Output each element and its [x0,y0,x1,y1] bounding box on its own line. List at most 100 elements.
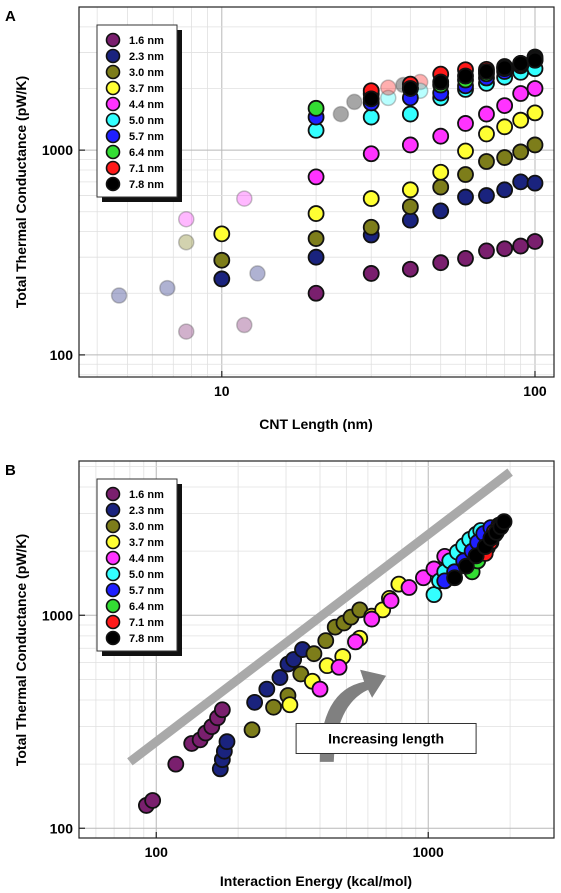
point-4-4-nm [400,579,418,596]
point-7-8-nm [496,59,514,77]
panel-a-ticks: 10 100 100 1000 [42,142,547,399]
panel-b: B Increasing length 100 1000 100 1000 1.6 n… [5,460,555,889]
faded-point-4-4-nm [177,210,195,228]
legend-marker-7-1-nm [105,614,121,630]
point-7-8-nm [457,67,474,85]
faded-point-5-0-nm [380,89,397,107]
point-3-7-nm [457,142,474,160]
point-4-4-nm [330,658,348,676]
point-2-3-nm [478,187,495,204]
point-1-6-nm [512,237,530,255]
faded-point-4-4-nm [236,190,253,207]
panel-b-x-axis-label: Interaction Energy (kcal/mol) [220,873,412,889]
legend-label: 5.7 nm [129,585,164,597]
point-3-0-nm [243,721,261,739]
legend-marker-3-0-nm [105,64,121,80]
point-5-0-nm [401,105,419,123]
point-4-4-nm [478,105,495,123]
panel-b-ticks: 100 1000 100 1000 [42,607,444,860]
panel-a-legend: 1.6 nm 2.3 nm 3.0 nm 3.7 nm 4.4 nm 5.0 nm 5.7 … [96,24,182,202]
point-3-0-nm [457,166,474,183]
legend-marker-3-7-nm [105,80,121,96]
point-3-7-nm [362,190,380,207]
panel-b-points [137,513,513,814]
y-tick-label: 100 [50,347,74,363]
point-7-8-nm [401,80,419,97]
point-4-4-nm [526,80,544,97]
legend-marker-2-3-nm [105,48,121,64]
point-4-4-nm [382,592,400,610]
legend-marker-1-6-nm [105,32,121,48]
legend-label: 2.3 nm [129,51,164,63]
legend-label: 2.3 nm [129,505,164,517]
point-3-7-nm [526,104,544,122]
legend-label: 4.4 nm [129,99,164,111]
panel-a-label: A [5,8,16,25]
point-7-8-nm [446,569,463,587]
point-2-3-nm [258,680,276,698]
increasing-length-box: Increasing length [295,722,477,754]
legend-marker-7-8-nm [105,176,121,192]
panel-a: A 10 100 100 1000 1.6 nm 2.3 nm 3.0 nm 3.7 nm 4… [5,6,555,432]
point-1-6-nm [496,240,514,258]
point-2-3-nm [432,202,450,220]
point-6-4-nm [307,99,325,117]
point-7-8-nm [526,51,544,69]
faded-point-2-3-nm [110,287,128,304]
point-3-7-nm [432,163,450,181]
point-4-4-nm [362,145,380,163]
point-2-3-nm [246,693,264,711]
faded-point-3-0-nm [177,233,195,251]
point-4-4-nm [415,569,432,587]
y-tick-label: 1000 [42,142,73,158]
legend-marker-2-3-nm [105,502,121,518]
legend-label: 7.1 nm [129,617,164,629]
legend-marker-7-1-nm [105,160,121,176]
point-3-0-nm [305,645,323,663]
point-1-6-nm [432,254,450,272]
legend-marker-5-7-nm [105,128,121,144]
faded-point-1-6-nm [236,316,253,334]
point-3-7-nm [281,696,299,714]
point-3-0-nm [265,698,282,716]
x-tick-label: 100 [145,844,169,860]
point-3-0-nm [401,198,419,215]
legend-marker-6-4-nm [105,598,121,614]
y-tick-label: 1000 [42,607,73,623]
point-4-4-nm [363,610,381,628]
legend-marker-6-4-nm [105,144,121,160]
point-3-0-nm [478,153,495,170]
point-3-7-nm [496,118,514,136]
y-tick-label: 100 [50,820,74,836]
panel-b-y-axis-label: Total Thermal Conductance (pW/K) [13,534,29,766]
legend-label: 3.0 nm [129,521,164,533]
point-3-7-nm [307,205,325,222]
point-5-0-nm [362,108,380,126]
point-4-4-nm [512,85,530,102]
x-tick-label: 1000 [413,844,444,860]
point-2-3-nm [496,181,514,199]
faded-point-2-3-nm [159,279,176,297]
legend-label: 3.0 nm [129,67,164,79]
point-7-8-nm [512,55,530,72]
legend-label: 3.7 nm [129,537,164,549]
legend-label: 5.0 nm [129,569,164,581]
point-7-8-nm [432,73,450,91]
point-2-3-nm [526,174,544,192]
point-1-6-nm [167,755,185,773]
point-1-6-nm [401,260,419,278]
point-4-4-nm [432,127,450,145]
point-4-4-nm [311,680,329,698]
faded-point-7-8-nm [346,93,363,111]
point-1-6-nm [144,792,162,809]
point-2-3-nm [512,173,530,191]
legend-label: 5.0 nm [129,115,164,127]
point-1-6-nm [457,249,474,267]
legend-label: 5.7 nm [129,131,164,143]
point-4-4-nm [307,168,325,186]
point-5-0-nm [425,586,443,604]
point-4-4-nm [401,136,419,154]
x-tick-label: 10 [214,383,230,399]
legend-marker-3-0-nm [105,518,121,534]
point-3-0-nm [496,149,514,166]
